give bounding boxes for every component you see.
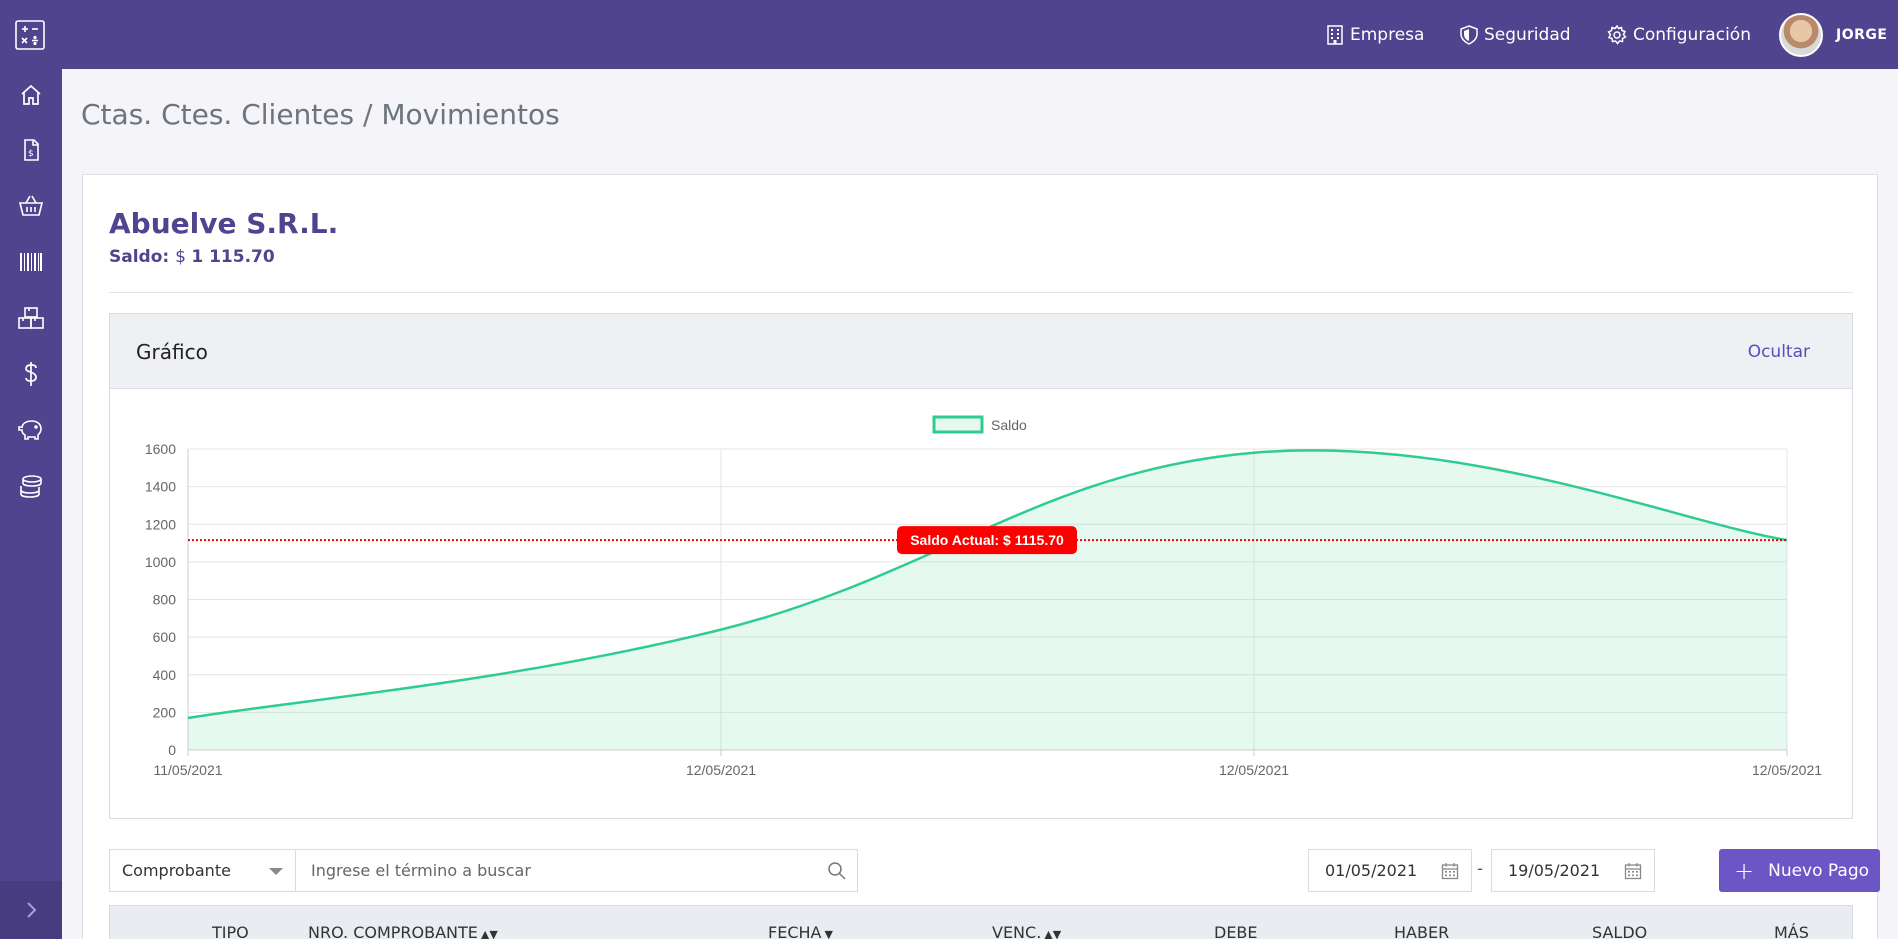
col-venc[interactable]: VENC. ▲▼ — [992, 923, 1062, 939]
date-separator: - — [1477, 859, 1484, 879]
search-input[interactable] — [296, 850, 857, 891]
y-tick-label: 1000 — [145, 554, 176, 570]
col-haber: HABER — [1394, 923, 1450, 939]
client-saldo: Saldo: $ 1 115.70 — [109, 247, 275, 267]
basket-icon[interactable] — [16, 191, 46, 221]
legend-label: Saldo — [991, 417, 1027, 433]
chart-title: Gráfico — [136, 340, 208, 364]
sort-icon: ▲▼ — [1044, 928, 1062, 939]
top-navbar — [0, 0, 1898, 69]
divider — [109, 292, 1853, 293]
gear-icon — [1607, 24, 1627, 45]
x-tick-label: 12/05/2021 — [686, 762, 756, 778]
invoice-icon[interactable]: $ — [16, 135, 46, 165]
movements-table-header: TIPO NRO. COMPROBANTE ▲▼ FECHA ▼ VENC. ▲▼ D… — [109, 905, 1853, 939]
sidebar-collapse-button[interactable] — [0, 881, 62, 939]
comprobante-select[interactable]: Comprobante — [109, 849, 296, 892]
building-icon — [1327, 24, 1343, 45]
date-from-field[interactable]: 01/05/2021 — [1308, 849, 1472, 892]
date-from-value: 01/05/2021 — [1325, 861, 1418, 880]
calculator-logo-icon[interactable] — [14, 19, 46, 51]
hide-chart-link[interactable]: Ocultar — [1747, 342, 1810, 362]
user-name[interactable]: JORGE — [1836, 26, 1888, 43]
saldo-label: Saldo — [109, 247, 163, 267]
saldo-value: 1 115.70 — [191, 247, 275, 267]
col-nro-comprobante[interactable]: NRO. COMPROBANTE ▲▼ — [308, 923, 498, 939]
y-tick-label: 1200 — [145, 516, 176, 532]
piggy-bank-icon[interactable] — [16, 415, 46, 445]
calendar-icon — [1624, 863, 1642, 880]
chart-panel: Gráfico Ocultar 0 200 400 600 800 1000 1200 140… — [109, 313, 1853, 819]
search-icon[interactable] — [827, 861, 847, 881]
y-tick-label: 600 — [153, 629, 177, 645]
nav-empresa-label: Empresa — [1350, 24, 1425, 45]
dollar-icon[interactable] — [16, 359, 46, 389]
svg-text:$: $ — [28, 149, 34, 159]
nav-configuracion-label: Configuración — [1633, 24, 1751, 45]
caret-down-icon — [269, 868, 283, 875]
user-avatar[interactable] — [1779, 13, 1823, 57]
nav-empresa[interactable]: Empresa — [1326, 0, 1424, 69]
saldo-actual-badge — [897, 526, 1077, 555]
saldo-chart: 0 200 400 600 800 1000 1200 1400 1600 11/05/2021 1… — [145, 415, 1822, 778]
plus-icon: + — [1734, 856, 1755, 885]
y-tick-label: 800 — [153, 592, 177, 608]
boxes-icon[interactable] — [16, 303, 46, 333]
y-tick-label: 0 — [168, 742, 176, 758]
col-tipo: TIPO — [212, 923, 249, 939]
x-tick-label: 12/05/2021 — [1752, 762, 1822, 778]
col-mas: MÁS — [1774, 923, 1809, 939]
home-icon[interactable] — [16, 80, 46, 110]
col-fecha[interactable]: FECHA ▼ — [768, 923, 833, 939]
y-tick-label: 1400 — [145, 479, 176, 495]
date-to-field[interactable]: 19/05/2021 — [1491, 849, 1655, 892]
search-field[interactable] — [295, 849, 858, 892]
nav-seguridad-label: Seguridad — [1484, 24, 1571, 45]
y-tick-label: 1600 — [145, 441, 176, 457]
comprobante-select-value: Comprobante — [122, 861, 231, 880]
new-payment-label: Nuevo Pago — [1768, 860, 1870, 881]
saldo-actual-label: Saldo Actual: $ 1115.70 — [910, 532, 1064, 548]
filter-row: Comprobante 01/05/2021 - 19/05/2021 + Nu… — [109, 849, 1880, 893]
barcode-icon[interactable] — [16, 247, 46, 277]
new-payment-button[interactable]: + Nuevo Pago — [1719, 849, 1880, 892]
chart-header: Gráfico Ocultar — [110, 314, 1852, 389]
client-name: Abuelve S.R.L. — [109, 207, 339, 240]
sort-desc-icon: ▼ — [824, 928, 833, 939]
y-tick-label: 400 — [153, 667, 177, 683]
sidebar: $ — [0, 0, 62, 939]
y-tick-label: 200 — [153, 704, 177, 720]
col-saldo: SALDO — [1592, 923, 1648, 939]
saldo-area — [188, 450, 1787, 750]
page-title: Ctas. Ctes. Clientes / Movimientos — [81, 98, 560, 131]
calendar-icon — [1441, 863, 1459, 880]
nav-configuracion[interactable]: Configuración — [1607, 0, 1751, 69]
x-tick-label: 12/05/2021 — [1219, 762, 1289, 778]
coins-icon[interactable] — [16, 471, 46, 501]
shield-icon — [1460, 24, 1478, 45]
sort-icon: ▲▼ — [480, 928, 498, 939]
nav-seguridad[interactable]: Seguridad — [1460, 0, 1571, 69]
saldo-currency: $ — [175, 247, 186, 267]
col-debe: DEBE — [1214, 923, 1258, 939]
legend-swatch — [932, 415, 984, 434]
date-to-value: 19/05/2021 — [1508, 861, 1601, 880]
x-tick-label: 11/05/2021 — [153, 762, 222, 778]
main-card: Abuelve S.R.L. Saldo: $ 1 115.70 Gráfico… — [82, 174, 1880, 939]
